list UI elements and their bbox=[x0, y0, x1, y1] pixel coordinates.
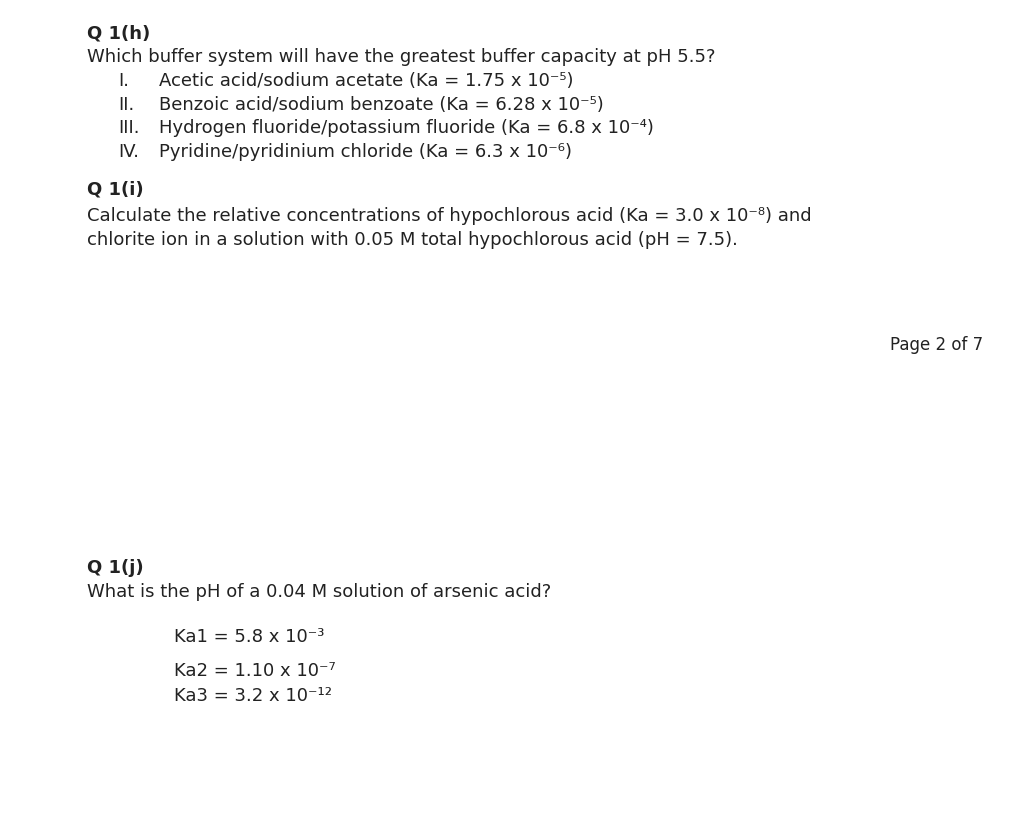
Text: Pyridine/pyridinium chloride (Ka = 6.3 x 10⁻⁶): Pyridine/pyridinium chloride (Ka = 6.3 x… bbox=[159, 143, 571, 161]
Text: Hydrogen fluoride/potassium fluoride (Ka = 6.8 x 10⁻⁴): Hydrogen fluoride/potassium fluoride (Ka… bbox=[159, 119, 653, 137]
Text: II.: II. bbox=[118, 96, 134, 114]
Text: IV.: IV. bbox=[118, 143, 139, 161]
Text: Q 1(i): Q 1(i) bbox=[87, 181, 143, 199]
Text: Acetic acid/sodium acetate (Ka = 1.75 x 10⁻⁵): Acetic acid/sodium acetate (Ka = 1.75 x … bbox=[159, 72, 573, 90]
Text: Ka2 = 1.10 x 10⁻⁷: Ka2 = 1.10 x 10⁻⁷ bbox=[174, 663, 336, 681]
Text: III.: III. bbox=[118, 119, 139, 137]
Text: Benzoic acid/sodium benzoate (Ka = 6.28 x 10⁻⁵): Benzoic acid/sodium benzoate (Ka = 6.28 … bbox=[159, 96, 603, 114]
Text: Q 1(j): Q 1(j) bbox=[87, 559, 143, 577]
Text: Ka1 = 5.8 x 10⁻³: Ka1 = 5.8 x 10⁻³ bbox=[174, 628, 325, 646]
Text: chlorite ion in a solution with 0.05 M total hypochlorous acid (pH = 7.5).: chlorite ion in a solution with 0.05 M t… bbox=[87, 231, 738, 249]
Text: Calculate the relative concentrations of hypochlorous acid (Ka = 3.0 x 10⁻⁸) and: Calculate the relative concentrations of… bbox=[87, 207, 812, 225]
Text: Which buffer system will have the greatest buffer capacity at pH 5.5?: Which buffer system will have the greate… bbox=[87, 48, 716, 66]
Text: Q 1(h): Q 1(h) bbox=[87, 25, 151, 43]
Text: I.: I. bbox=[118, 72, 129, 90]
Text: Ka3 = 3.2 x 10⁻¹²: Ka3 = 3.2 x 10⁻¹² bbox=[174, 687, 332, 705]
Text: Page 2 of 7: Page 2 of 7 bbox=[890, 336, 983, 354]
Text: What is the pH of a 0.04 M solution of arsenic acid?: What is the pH of a 0.04 M solution of a… bbox=[87, 583, 551, 601]
